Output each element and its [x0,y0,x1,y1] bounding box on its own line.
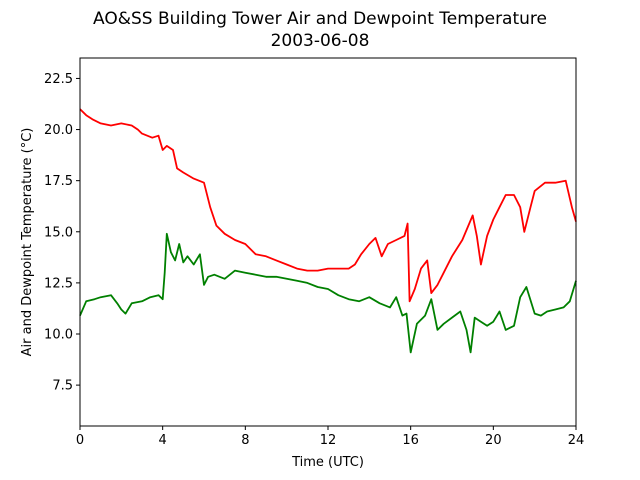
x-tick-label: 8 [241,433,249,448]
y-axis: 7.5 10.0 12.5 15.0 17.5 20.0 22.5 [44,72,80,394]
x-tick-label: 4 [159,433,167,448]
series-line-1 [79,108,577,303]
x-tick-label: 20 [485,433,502,448]
y-axis-label: Air and Dewpoint Temperature (°C) [20,128,35,357]
chart-title: AO&SS Building Tower Air and Dewpoint Te… [93,9,547,29]
y-tick-label: 15.0 [44,225,73,240]
x-tick-label: 24 [568,433,585,448]
x-tick-label: 12 [320,433,337,448]
y-tick-label: 17.5 [44,174,73,189]
x-tick-label: 0 [76,433,84,448]
plot-frame [79,57,577,427]
x-axis-label: Time (UTC) [291,455,364,470]
series-line-2 [79,232,577,354]
y-tick-label: 10.0 [44,328,73,343]
y-tick-label: 22.5 [44,72,73,87]
x-tick-label: 16 [402,433,419,448]
series-layer [79,108,577,354]
y-tick-label: 12.5 [44,276,73,291]
y-tick-label: 7.5 [52,379,73,394]
y-tick-label: 20.0 [44,123,73,138]
x-axis: 0 4 8 12 16 20 24 [76,426,584,448]
chart-subtitle: 2003-06-08 [271,31,370,51]
